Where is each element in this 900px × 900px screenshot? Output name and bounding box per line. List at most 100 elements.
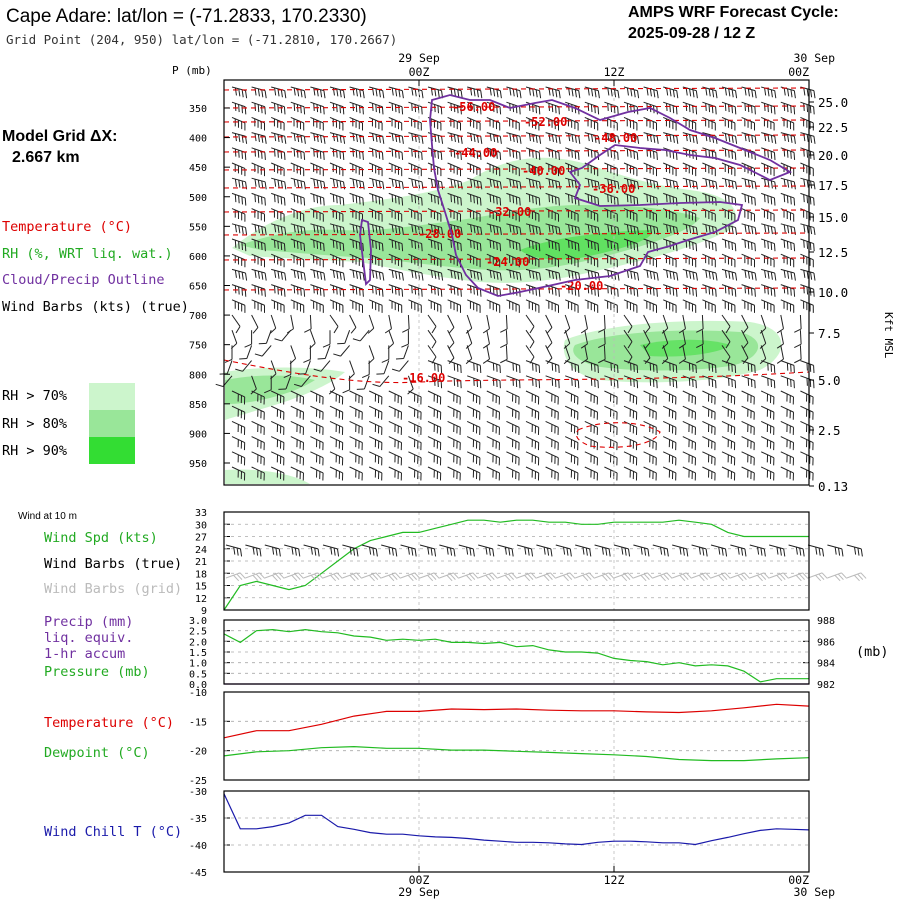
temperature-contours: -56.00 -52.00 -48.00 -44.00 -40.00 -36.00 -32.… bbox=[223, 80, 810, 485]
wind-barb bbox=[231, 208, 246, 222]
wind-barb bbox=[721, 405, 736, 420]
wind-barb-grid bbox=[400, 572, 421, 582]
wind-barb bbox=[384, 314, 392, 334]
wind-barb bbox=[580, 330, 588, 349]
wind-barb bbox=[604, 299, 618, 313]
wind-barb bbox=[349, 284, 364, 297]
wind-barb bbox=[427, 177, 444, 190]
wind-barb bbox=[486, 451, 500, 466]
wind-barb bbox=[741, 390, 755, 405]
wind-barb bbox=[447, 132, 463, 144]
wind-barb bbox=[251, 132, 267, 144]
wind-barb bbox=[427, 284, 443, 297]
wind-barb bbox=[584, 360, 599, 374]
wind-barb bbox=[427, 436, 442, 451]
wind-barb bbox=[643, 360, 658, 374]
wind-barb bbox=[565, 299, 579, 313]
wind-barb bbox=[486, 177, 502, 190]
wind-barb bbox=[563, 330, 571, 349]
wind-barb bbox=[310, 466, 324, 481]
wind-barb bbox=[623, 360, 639, 374]
wind-barb bbox=[525, 375, 541, 389]
wind-barb bbox=[231, 284, 247, 297]
wind-barb bbox=[427, 147, 443, 160]
wind-barb bbox=[388, 299, 403, 313]
wind-barb bbox=[506, 177, 522, 190]
wind-barb bbox=[231, 116, 246, 131]
wind-barb bbox=[408, 420, 422, 435]
wind-barb bbox=[623, 390, 638, 405]
wind-barb bbox=[408, 466, 422, 481]
axis-tick-label: 2.5 bbox=[818, 423, 841, 438]
wind-barb bbox=[466, 436, 481, 451]
wind-barb bbox=[604, 223, 620, 236]
wind-barb bbox=[427, 405, 442, 420]
legend-rh90-swatch bbox=[89, 437, 135, 464]
wind-barb bbox=[231, 405, 246, 420]
wind-barb bbox=[598, 345, 606, 364]
wind-barb bbox=[580, 314, 588, 334]
wind-barb bbox=[368, 405, 383, 420]
wind-barb bbox=[388, 238, 404, 252]
wind-barb bbox=[401, 330, 409, 348]
temperature-contour bbox=[223, 257, 810, 261]
temperature-contour bbox=[223, 209, 810, 213]
wind-barb bbox=[800, 405, 814, 420]
wind-barbs-layer bbox=[215, 86, 816, 481]
wind-barb bbox=[643, 375, 658, 389]
wind-chill-line bbox=[223, 793, 810, 846]
wind-barb-grid bbox=[613, 572, 634, 582]
wind-barb bbox=[800, 253, 814, 268]
wind-barb-grid bbox=[536, 572, 557, 582]
wind-barb bbox=[290, 192, 306, 206]
axis-tick-label: 24 bbox=[195, 545, 207, 556]
wind-barb-true bbox=[846, 544, 863, 557]
wind-barb bbox=[525, 253, 540, 268]
wind-barb bbox=[447, 345, 455, 365]
wind-barb bbox=[231, 299, 246, 313]
wind-barb bbox=[271, 147, 286, 160]
wind-barb bbox=[761, 284, 776, 297]
temperature-label: Temperature (°C) bbox=[44, 715, 174, 731]
temperature-contour bbox=[223, 185, 810, 189]
wind-barb bbox=[467, 253, 481, 268]
wind-barb bbox=[721, 101, 737, 115]
wind-barb bbox=[269, 314, 277, 334]
wind-barb bbox=[525, 314, 535, 334]
wind-barb bbox=[682, 162, 697, 177]
wind-barb bbox=[564, 405, 579, 420]
wind-barb bbox=[427, 420, 442, 435]
wind-barb bbox=[623, 466, 638, 481]
wind-barb bbox=[604, 208, 618, 222]
wind-barb-true bbox=[633, 544, 650, 557]
axis-tick-label: 25.0 bbox=[818, 95, 848, 110]
wind-barb-true bbox=[264, 544, 281, 557]
wind-barb bbox=[545, 268, 561, 281]
wind-barb bbox=[408, 390, 422, 405]
wind-barb bbox=[251, 420, 265, 435]
wind-barb-true bbox=[613, 544, 631, 557]
wind-barb bbox=[310, 238, 325, 252]
wind-barb-grid bbox=[478, 572, 498, 582]
wind-barb bbox=[506, 405, 520, 420]
wind-barb bbox=[310, 436, 324, 451]
wind-barb bbox=[447, 466, 461, 481]
temperature-contour-label: -36.00 bbox=[592, 182, 635, 196]
wind-barb bbox=[467, 177, 483, 190]
wind-barb bbox=[760, 466, 775, 481]
wind-barb bbox=[663, 360, 678, 374]
wind-barb bbox=[545, 390, 559, 405]
wind-barb bbox=[388, 451, 402, 466]
wind-barb bbox=[702, 466, 716, 481]
wind-barb bbox=[741, 436, 755, 451]
axis-tick-label: 22.5 bbox=[818, 120, 848, 135]
wind-barb bbox=[270, 405, 285, 420]
wind-barb bbox=[741, 375, 756, 389]
wind-barb bbox=[506, 238, 521, 252]
wind-barb bbox=[545, 162, 560, 177]
wind-barb bbox=[760, 436, 775, 451]
wind-barb bbox=[564, 436, 579, 451]
wind-barb bbox=[408, 132, 424, 144]
wind-barb bbox=[780, 436, 794, 451]
